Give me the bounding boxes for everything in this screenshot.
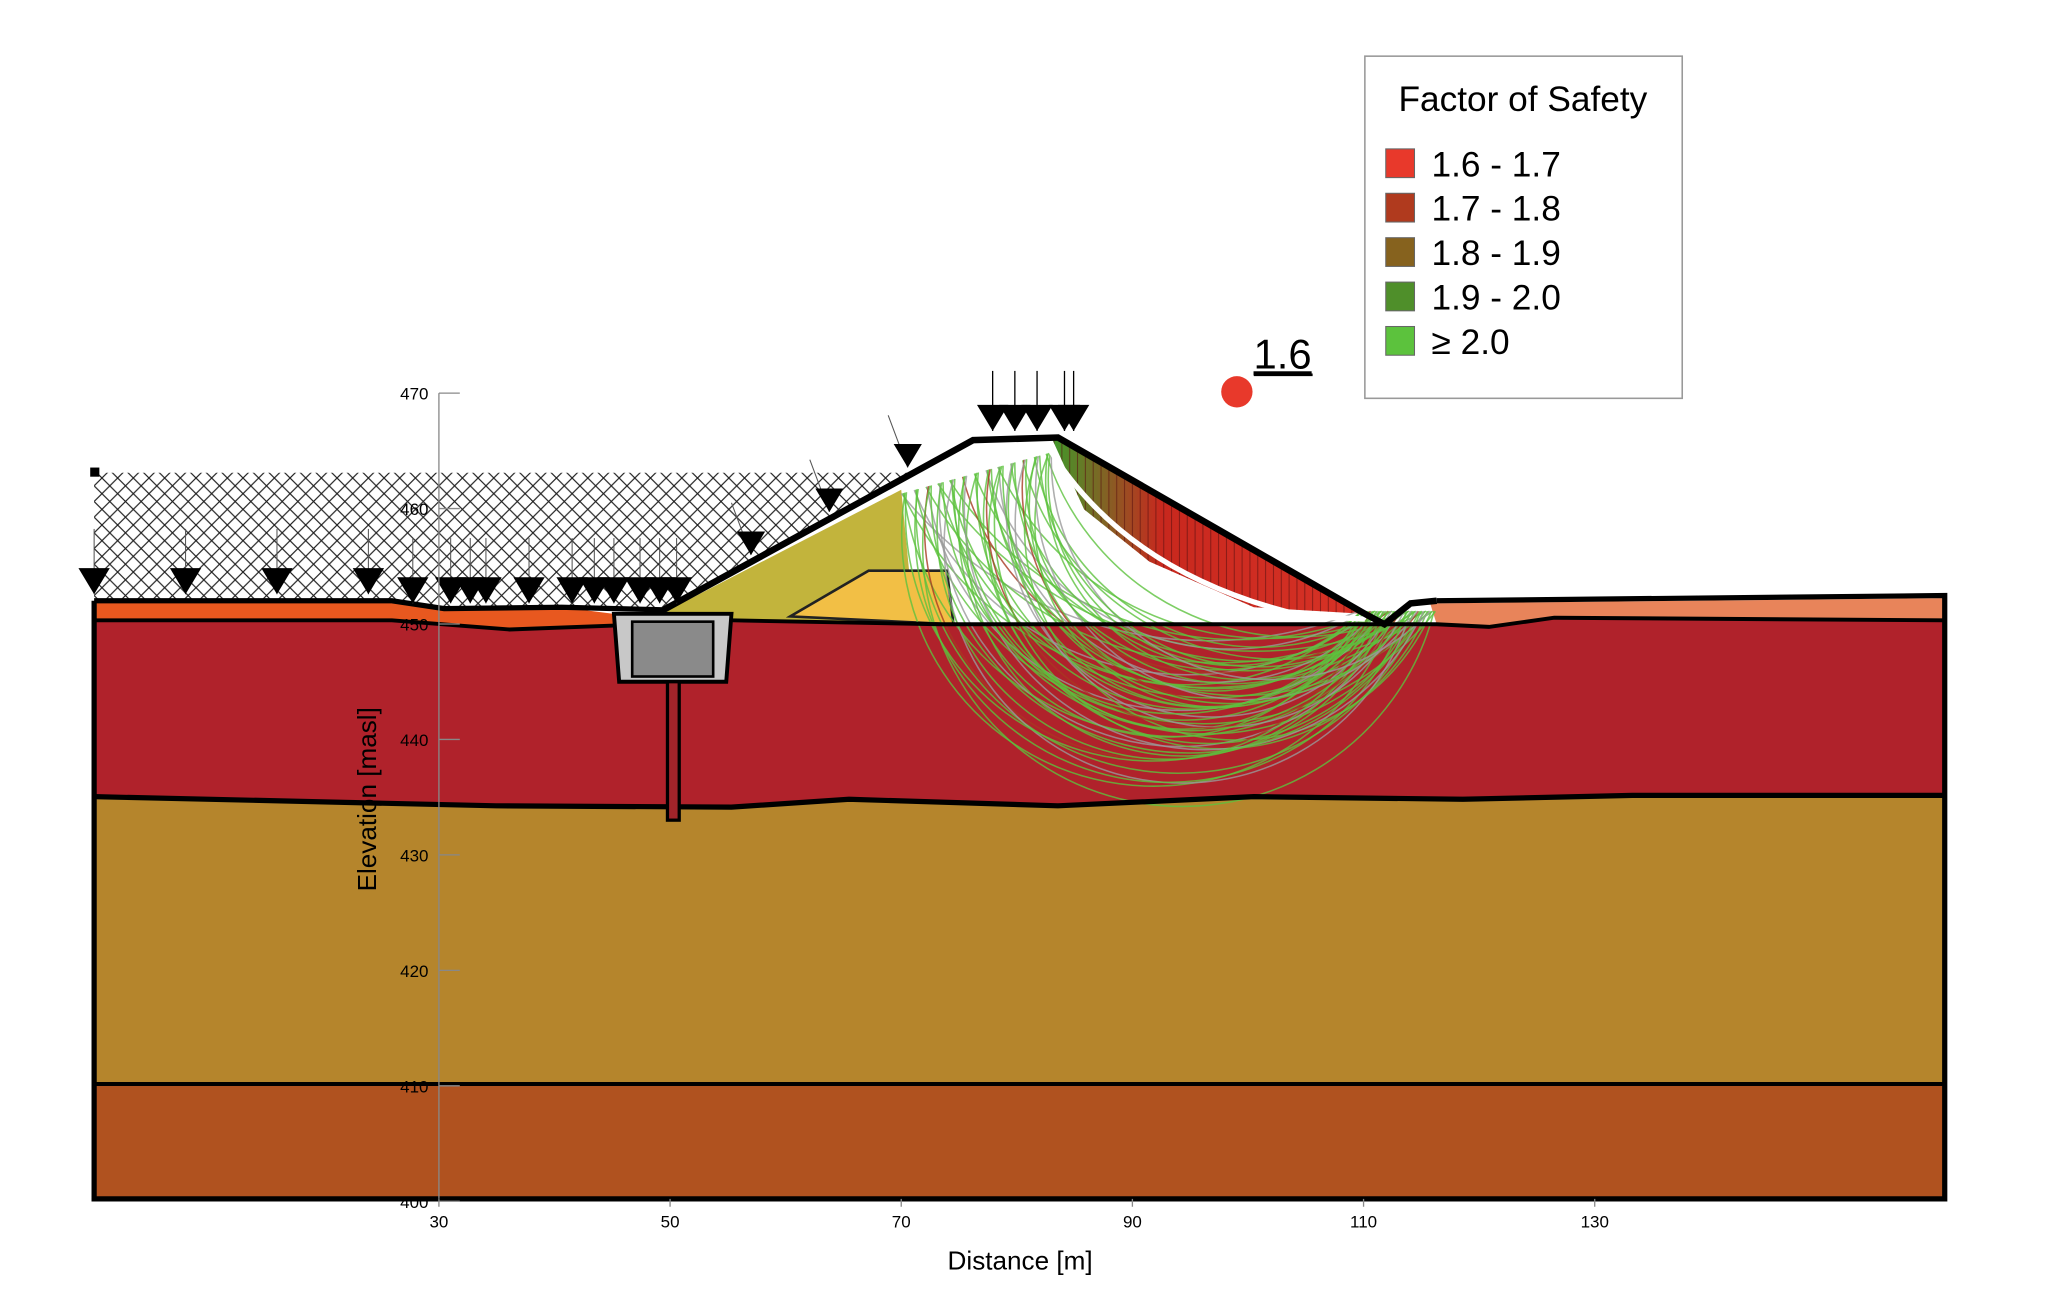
y-tick-label: 420 xyxy=(400,962,428,981)
slip-surfaces xyxy=(900,452,1437,808)
slip-surface xyxy=(1002,465,1414,705)
ground-surface xyxy=(661,434,1438,629)
y-tick-label: 460 xyxy=(400,500,428,519)
load-arrow xyxy=(169,568,202,595)
ground-left xyxy=(94,598,667,613)
corner-marker xyxy=(90,467,100,477)
legend-label: ≥ 2.0 xyxy=(1431,323,1509,362)
slip-surface xyxy=(922,485,1435,808)
y-tick-label: 450 xyxy=(400,616,428,635)
load-arrow xyxy=(470,577,502,604)
pile xyxy=(665,680,681,822)
load-arrow xyxy=(261,568,293,595)
x-tick-label: 90 xyxy=(1123,1213,1142,1232)
surface-layer-left xyxy=(94,600,614,630)
slip-surface xyxy=(990,468,1387,690)
water-zone xyxy=(94,472,915,609)
drain-pipe xyxy=(630,620,715,678)
red-layer xyxy=(94,617,1945,808)
slip-surface xyxy=(1007,462,1378,708)
legend-title: Factor of Safety xyxy=(1398,80,1647,119)
critical-center xyxy=(1221,376,1253,408)
slip-surface xyxy=(904,492,1380,762)
legend-swatch xyxy=(1385,325,1416,356)
load-arrow xyxy=(660,577,693,604)
middle-layer xyxy=(94,795,1945,1084)
y-tick-label: 440 xyxy=(400,731,428,750)
slip-surface xyxy=(953,478,1397,732)
slip-surface xyxy=(976,472,1374,710)
x-tick-label: 130 xyxy=(1581,1213,1609,1232)
slip-surface xyxy=(915,489,1422,774)
legend-swatch xyxy=(1385,281,1416,312)
load-arrow xyxy=(999,404,1031,431)
y-tick-label: 470 xyxy=(400,385,428,404)
slip-surface xyxy=(1023,456,1433,741)
x-tick-label: 30 xyxy=(429,1213,448,1232)
slip-surface xyxy=(963,475,1425,751)
layer-boundary xyxy=(94,792,1945,810)
legend-label: 1.6 - 1.7 xyxy=(1431,145,1560,184)
x-axis-label: Distance [m] xyxy=(948,1245,1093,1275)
x-tick-label: 110 xyxy=(1350,1213,1377,1232)
critical-slip-surface xyxy=(1042,440,1365,622)
slip-surface xyxy=(914,488,1408,784)
legend-items: 1.6 - 1.7 1.7 - 1.8 1.8 - 1.9 1.9 - 2.0 ≥ 2.… xyxy=(1385,145,1561,362)
slip-surface xyxy=(1014,462,1363,671)
load-arrow xyxy=(513,577,545,604)
slip-surface xyxy=(1014,459,1405,729)
slip-surface xyxy=(997,466,1393,640)
load-arrow xyxy=(893,444,922,468)
slip-surface xyxy=(936,482,1384,761)
slip-surface xyxy=(985,469,1401,729)
slip-surface xyxy=(1034,452,1382,708)
layer-boundary xyxy=(94,615,1945,632)
surface-layer-right xyxy=(1430,598,1945,627)
slip-surface xyxy=(1045,453,1410,638)
slip-surface xyxy=(943,479,1412,784)
loads xyxy=(78,370,1090,604)
y-tick-label: 410 xyxy=(400,1077,428,1096)
load-arrow xyxy=(815,488,844,512)
slip-surface xyxy=(1025,459,1391,685)
load-arrow xyxy=(736,531,766,556)
legend-box xyxy=(1364,55,1684,400)
load-arrow xyxy=(397,577,429,604)
load-arrow xyxy=(352,568,385,595)
load-arrow xyxy=(976,404,1009,431)
slip-surface xyxy=(993,465,1429,750)
slip-surface xyxy=(930,485,1421,754)
y-axis-label: Elevation [masl] xyxy=(352,707,382,891)
x-tick-label: 50 xyxy=(661,1213,680,1232)
load-arrow xyxy=(1021,404,1053,431)
legend-label: 1.9 - 2.0 xyxy=(1431,279,1560,318)
slip-surface xyxy=(942,482,1370,715)
y-tick-label: 400 xyxy=(400,1193,428,1212)
legend-swatch xyxy=(1385,148,1416,179)
load-arrow xyxy=(78,568,110,595)
slip-surface xyxy=(1038,455,1404,668)
legend-swatch xyxy=(1385,192,1416,223)
slip-surface xyxy=(1033,456,1383,648)
ticks: 30 50 70 90 110 130 470 460 450 440 430 420 410 400 xyxy=(400,385,1609,1232)
slip-surface xyxy=(900,492,1395,787)
x-tick-label: 70 xyxy=(892,1213,911,1232)
y-tick-label: 430 xyxy=(400,846,428,865)
load-arrow xyxy=(598,577,630,604)
legend-swatch xyxy=(1385,237,1416,267)
legend-label: 1.8 - 1.9 xyxy=(1431,234,1560,273)
slip-surface xyxy=(1050,452,1431,681)
load-arrow xyxy=(556,577,588,604)
critical-fos: 1.6 xyxy=(1254,330,1312,377)
slip-surface xyxy=(950,479,1362,686)
legend-label: 1.7 - 1.8 xyxy=(1431,190,1560,229)
bottom-layer xyxy=(94,1083,1945,1199)
section-outline xyxy=(91,592,1948,1202)
load-arrow xyxy=(1057,404,1090,431)
slip-surface xyxy=(982,469,1416,745)
